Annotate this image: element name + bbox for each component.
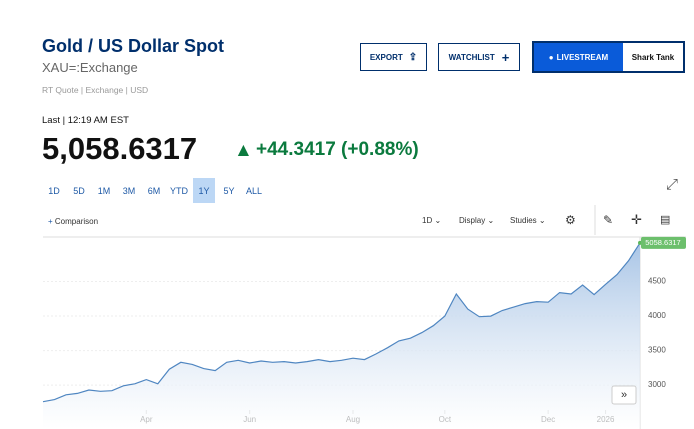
meta: RT Quote | Exchange | USD — [42, 85, 149, 95]
expand-icon[interactable]: ⤢ — [666, 176, 679, 193]
y-tick-label: 4000 — [648, 311, 666, 320]
change-arrow: ▲ — [234, 140, 253, 161]
show-label: Shark Tank — [631, 52, 675, 62]
scroll-button[interactable] — [611, 385, 637, 405]
interval-button[interactable]: 1D ⌄ — [422, 216, 442, 225]
title: Gold / US Dollar Spot — [42, 36, 225, 56]
last-value-label: 5058.6317 — [645, 238, 680, 247]
range-button[interactable]: 5Y — [223, 185, 235, 196]
change: +44.3417 (+0.88%) — [256, 139, 419, 160]
scroll-icon: » — [621, 389, 627, 401]
range-button[interactable]: 3M — [122, 185, 136, 196]
last-time: Last | 12:19 AM EST — [42, 115, 129, 126]
range-button[interactable]: 5D — [73, 185, 85, 196]
interval-label: 1D — [422, 216, 433, 225]
livestream-label: LIVESTREAM — [556, 52, 609, 62]
range-button[interactable]: 6M — [147, 185, 161, 196]
last-value-badge — [641, 236, 686, 249]
comparison-label: Comparison — [54, 217, 99, 226]
export-button[interactable]: EXPORT ⇪ — [360, 43, 427, 71]
export-icon: ⇪ — [408, 51, 418, 63]
export-label: EXPORT — [369, 52, 403, 62]
range-button[interactable]: 1M — [97, 185, 111, 196]
crosshair-icon[interactable]: ✛ — [631, 212, 642, 227]
range-button[interactable]: 1D — [48, 185, 60, 196]
livestream-button[interactable]: ● LIVESTREAM Shark Tank — [532, 41, 685, 73]
comparison-button[interactable]: + Comparison — [48, 217, 99, 226]
area — [43, 242, 640, 429]
watchlist-label: WATCHLIST — [448, 52, 495, 62]
settings-icon[interactable]: ⚙ — [565, 213, 576, 227]
livestream-tab: ● LIVESTREAM — [534, 43, 623, 71]
comment-icon[interactable]: ▤ — [660, 214, 671, 226]
range-button[interactable]: YTD — [170, 185, 188, 196]
display-button[interactable]: Display ⌄ — [459, 216, 495, 225]
price: 5,058.6317 — [42, 131, 198, 166]
studies-button[interactable]: Studies ⌄ — [510, 216, 546, 225]
range-button[interactable]: 1Y — [193, 178, 215, 203]
symbol: XAU=:Exchange — [42, 60, 138, 75]
y-tick-label: 4500 — [648, 277, 666, 286]
watchlist-button[interactable]: WATCHLIST + — [438, 43, 520, 71]
draw-icon[interactable]: ✎ — [603, 213, 614, 227]
y-tick-label: 3000 — [648, 380, 666, 389]
line — [42, 242, 641, 403]
y-tick-label: 3500 — [648, 346, 666, 355]
studies-label: Studies — [510, 216, 537, 225]
watchlist-plus: + — [501, 49, 510, 65]
range-button[interactable]: ALL — [245, 185, 262, 196]
display-label: Display — [459, 216, 486, 225]
